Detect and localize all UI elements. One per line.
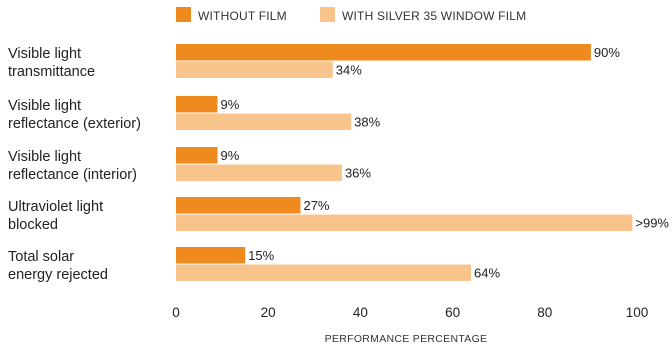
x-tick-label: 80	[537, 305, 552, 320]
category-label-line: Total solar	[8, 249, 74, 265]
x-tick-label: 40	[353, 305, 368, 320]
bar-without-film	[176, 96, 218, 113]
category-label-line: Ultraviolet light	[8, 199, 103, 215]
bar-with-film	[176, 264, 472, 281]
category-label: Total solar energy rejected	[8, 249, 108, 283]
legend-label-1: WITHOUT FILM	[198, 9, 287, 23]
data-label: 64%	[474, 266, 500, 281]
category-label-line: transmittance	[8, 64, 95, 80]
x-tick-label: 0	[172, 305, 180, 320]
data-label: >99%	[635, 216, 669, 231]
bar-with-film	[176, 214, 633, 231]
category-label-line: Visible light	[8, 46, 81, 62]
data-label: 34%	[336, 63, 362, 78]
legend-swatch-1	[176, 7, 191, 22]
bar-with-film	[176, 113, 352, 130]
bar-with-film	[176, 164, 342, 181]
x-axis-title: PERFORMANCE PERCENTAGE	[325, 333, 488, 345]
category-labels: Visible light transmittance Visible light r…	[8, 46, 141, 283]
data-label: 15%	[248, 248, 274, 263]
legend-label-2: WITH SILVER 35 WINDOW FILM	[342, 9, 526, 23]
bar-without-film	[176, 147, 218, 164]
value-labels: 90% 34% 9% 38% 9% 36% 27% >99% 15% 64%	[220, 45, 669, 281]
category-label-line: reflectance (exterior)	[8, 116, 141, 132]
category-label-line: blocked	[8, 217, 58, 233]
data-label: 36%	[345, 166, 371, 181]
bar-with-film	[176, 61, 333, 78]
data-label: 38%	[354, 115, 380, 130]
data-label: 9%	[220, 148, 239, 163]
category-label-line: Visible light	[8, 149, 81, 165]
bar-without-film	[176, 247, 246, 264]
bar-without-film	[176, 44, 591, 61]
legend-swatch-2	[320, 7, 335, 22]
bars	[176, 44, 633, 281]
category-label-line: Visible light	[8, 98, 81, 114]
data-label: 27%	[303, 198, 329, 213]
x-axis-ticks: 0 20 40 60 80 100	[172, 305, 648, 320]
legend: WITHOUT FILM WITH SILVER 35 WINDOW FILM	[176, 7, 526, 23]
category-label-line: energy rejected	[8, 267, 108, 283]
x-tick-label: 100	[626, 305, 649, 320]
bar-without-film	[176, 197, 301, 214]
category-label: Ultraviolet light blocked	[8, 199, 103, 233]
category-label: Visible light transmittance	[8, 46, 95, 80]
data-label: 9%	[220, 97, 239, 112]
category-label-line: reflectance (interior)	[8, 167, 137, 183]
x-tick-label: 20	[261, 305, 276, 320]
category-label: Visible light reflectance (exterior)	[8, 98, 141, 132]
x-tick-label: 60	[445, 305, 460, 320]
category-label: Visible light reflectance (interior)	[8, 149, 137, 183]
data-label: 90%	[594, 45, 620, 60]
